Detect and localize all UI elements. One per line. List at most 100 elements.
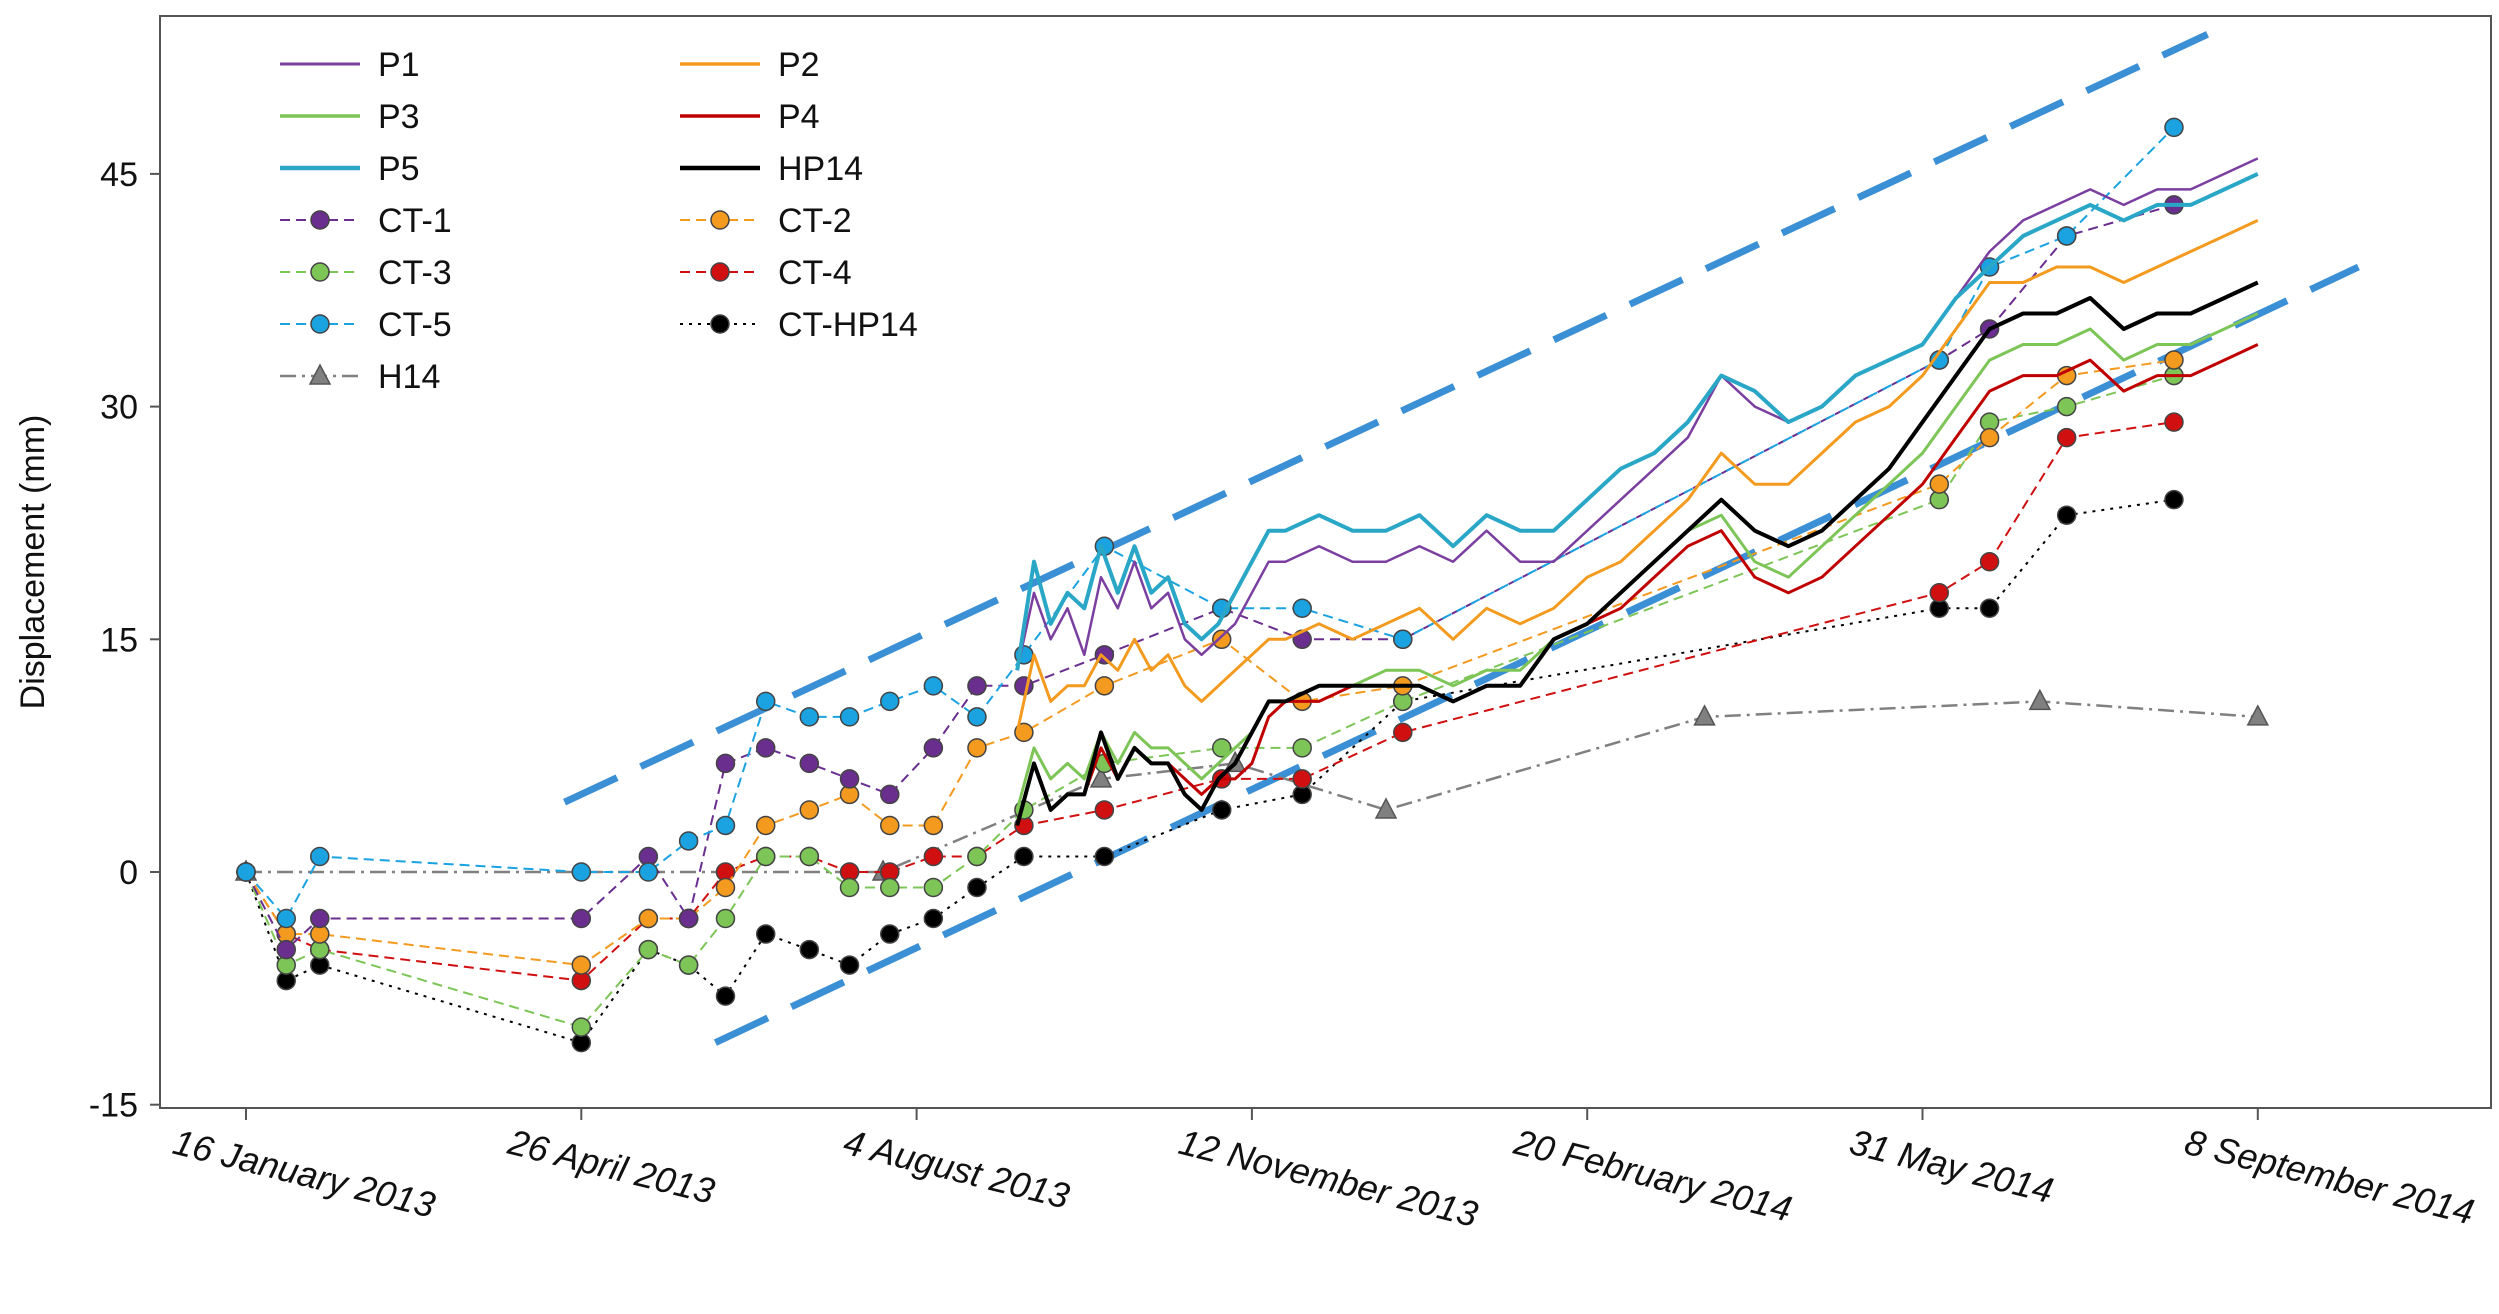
series-ct-4-point	[1094, 800, 1115, 820]
series-ct-1-point	[276, 939, 296, 960]
series-ct-hp14-point	[715, 986, 736, 1006]
series-ct-hp14-point	[799, 939, 820, 960]
series-ct-3-point	[1211, 738, 1232, 758]
series-layer	[234, 117, 2270, 1053]
series-ct-2-point	[638, 908, 659, 929]
series-ct-3-point	[880, 877, 900, 898]
series-ct-2-point	[571, 955, 592, 975]
envelope-layer	[563, 31, 2360, 1046]
legend-p3-label: P3	[378, 98, 420, 136]
series-ct-2-point	[923, 815, 944, 836]
series-ct-hp14-point	[755, 924, 776, 944]
series-p5-line	[1015, 172, 2259, 671]
legend-p4-label: P4	[778, 98, 820, 136]
y-tick-label: -15	[89, 1087, 138, 1125]
series-ct-hp14-point	[2164, 489, 2184, 510]
series-ct-hp14-point	[967, 877, 987, 898]
y-tick-label: 0	[119, 854, 138, 892]
series-ct-5-point	[236, 862, 256, 882]
legend-h14-label: H14	[378, 358, 440, 396]
series-ct-2-point	[1094, 676, 1115, 696]
series-ct-1-point	[799, 753, 820, 774]
series-h14-point	[1374, 797, 1398, 819]
legend-p5-label: P5	[378, 150, 420, 188]
series-ct-3-point	[1292, 738, 1312, 758]
series-ct-hp14-point	[839, 955, 860, 975]
y-tick-label: 15	[100, 621, 138, 659]
plot-area-frame	[159, 15, 2492, 1109]
series-ct-1-point	[715, 753, 736, 774]
series-ct-5-point	[276, 908, 296, 929]
series-ct-1-point	[310, 908, 330, 929]
legend-h14-marker	[308, 363, 332, 385]
legend-ct-3-label: CT-3	[378, 254, 452, 292]
series-ct-hp14-point	[1014, 846, 1034, 867]
series-ct-1-point	[755, 738, 776, 758]
series-ct-5-point	[678, 831, 699, 851]
series-ct-1-point	[1014, 676, 1034, 696]
series-ct-5-point	[310, 846, 330, 867]
series-ct-5-point	[571, 862, 592, 882]
series-ct-4-point	[1393, 722, 1413, 743]
series-ct-1-point	[967, 676, 987, 696]
y-axis-title: Displacement (mm)	[14, 415, 52, 710]
series-ct-3-point	[923, 877, 944, 898]
legend: P1 P2 P3 P4 P5 HP14 CT-1 CT-2 CT-3 CT-4 CT-5 CT-HP1…	[280, 46, 918, 396]
series-ct-1-point	[880, 784, 900, 805]
series-ct-2-point	[755, 815, 776, 836]
series-ct-1-point	[678, 908, 699, 929]
series-ct-4-point	[2164, 412, 2184, 432]
series-ct-5-point	[923, 676, 944, 696]
series-h14-point	[2028, 688, 2052, 711]
legend-ct-4-label: CT-4	[778, 254, 852, 292]
series-ct-3-point	[755, 846, 776, 867]
series-ct-3-point	[799, 846, 820, 867]
series-ct-5-line	[245, 126, 2175, 921]
series-ct-hp14-point	[880, 924, 900, 944]
legend-ct-hp14-label: CT-HP14	[778, 306, 918, 344]
series-hp14-line	[1015, 280, 2259, 827]
series-ct-hp14-point	[1094, 846, 1115, 867]
series-ct-2-point	[1979, 427, 2000, 448]
series-ct-5-point	[1393, 629, 1413, 650]
series-p3-line	[1015, 312, 2259, 811]
series-ct-2-point	[715, 877, 736, 898]
series-ct-2-point	[1211, 629, 1232, 650]
legend-ct-5-marker	[310, 314, 330, 334]
series-ct-1-point	[839, 769, 860, 789]
series-ct-1-point	[923, 738, 944, 758]
series-ct-5-point	[967, 707, 987, 727]
legend-hp14-label: HP14	[778, 150, 863, 188]
series-ct-2-point	[1929, 474, 1950, 494]
series-h14-point	[1089, 766, 1113, 788]
upper-bound-line	[563, 31, 2209, 806]
series-ct-5-point	[2164, 117, 2184, 138]
series-ct-4-point	[1979, 551, 2000, 572]
series-ct-5-point	[638, 862, 659, 882]
series-ct-2-point	[799, 800, 820, 820]
series-ct-5-point	[880, 691, 900, 712]
series-ct-4-point	[2056, 427, 2077, 448]
series-ct-5-point	[2056, 226, 2077, 246]
legend-ct-2-marker	[710, 210, 730, 230]
series-ct-5-point	[839, 707, 860, 727]
series-ct-5-point	[1292, 598, 1312, 619]
series-h14-point	[2246, 704, 2270, 726]
y-axis: -15 0 15 30 45	[89, 156, 160, 1125]
series-ct-3-point	[678, 955, 699, 975]
series-ct-3-point	[2056, 396, 2077, 417]
series-ct-3-point	[839, 877, 860, 898]
series-ct-hp14-point	[1211, 800, 1232, 820]
series-ct-5-point	[799, 707, 820, 727]
series-p2-line	[1015, 219, 2259, 733]
series-p1-line	[1015, 157, 2259, 671]
legend-ct-5-label: CT-5	[378, 306, 452, 344]
legend-ct-4-marker	[710, 262, 730, 282]
legend-ct-1-label: CT-1	[378, 202, 452, 240]
legend-ct-1-marker	[310, 210, 330, 230]
series-ct-hp14-point	[2056, 505, 2077, 525]
lower-bound-line	[713, 263, 2360, 1046]
legend-ct-hp14-marker	[710, 314, 730, 334]
series-ct-3-point	[715, 908, 736, 929]
